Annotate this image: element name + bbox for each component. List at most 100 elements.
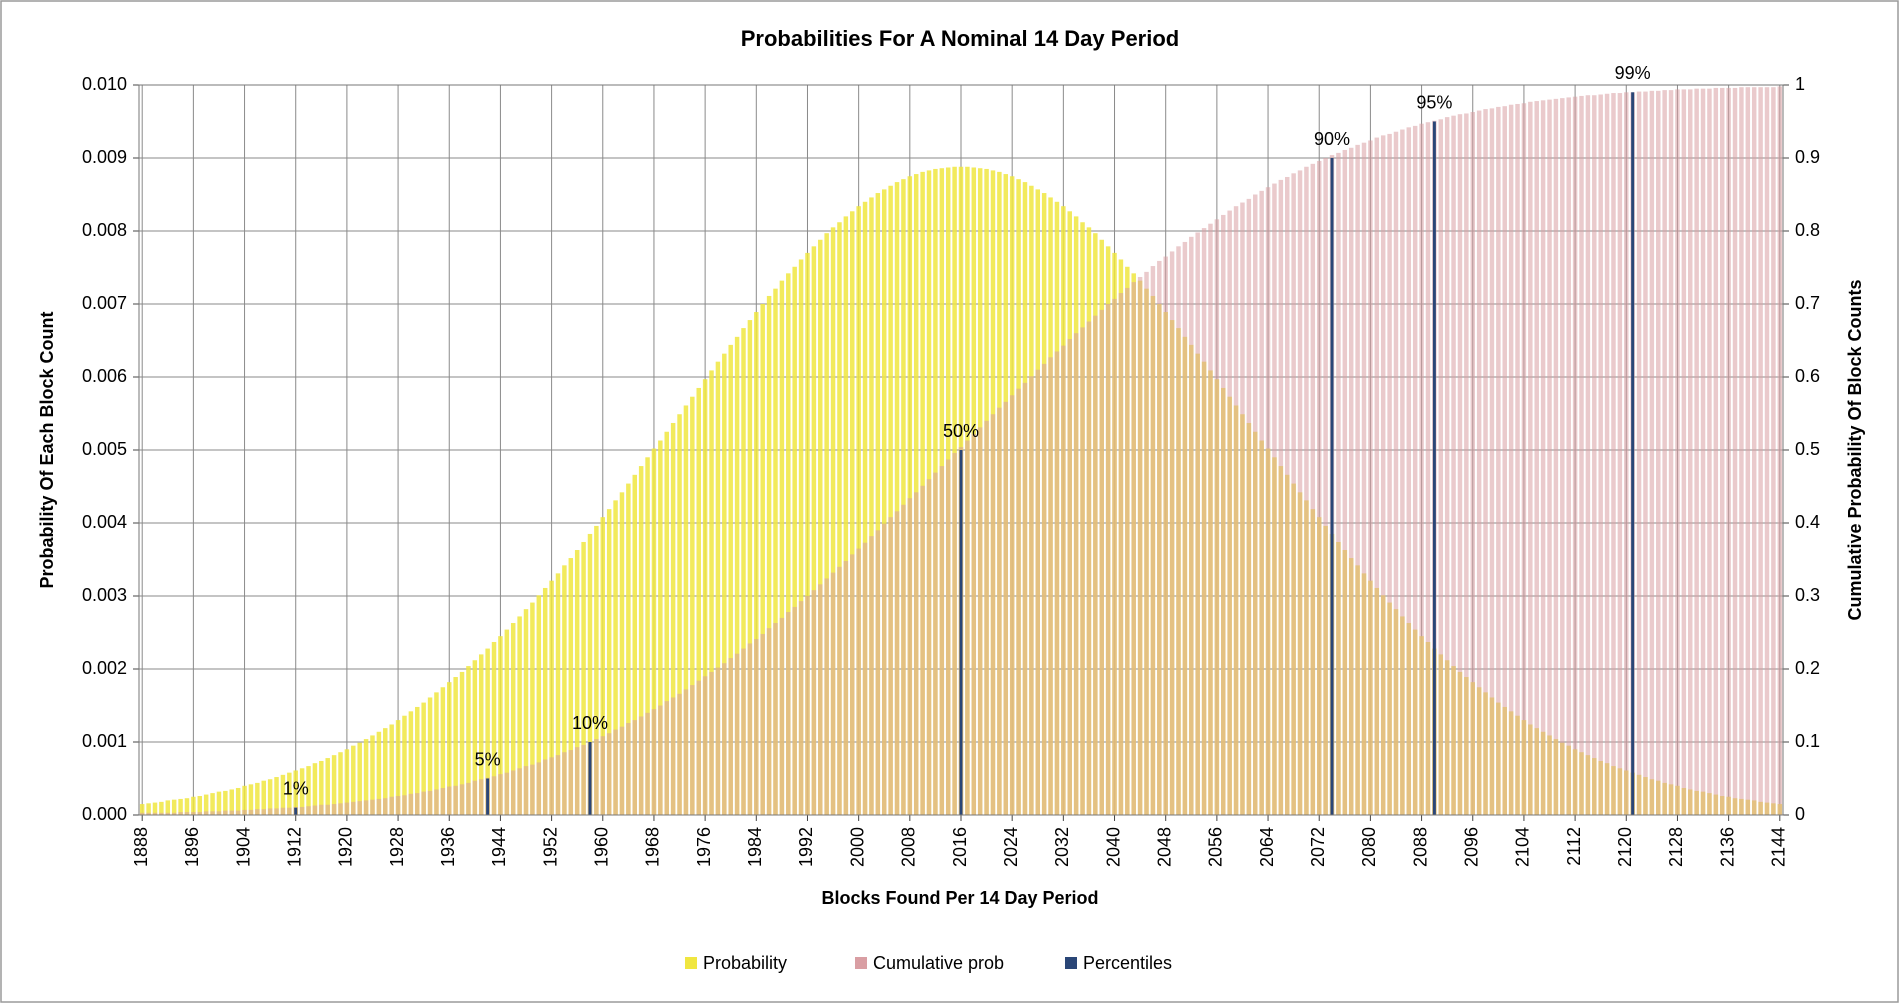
bar [248,809,254,815]
plot-border [138,84,1784,816]
bar [478,654,484,815]
bar [965,440,970,815]
data-label: 95% [1416,92,1452,112]
legend-label: Probability [703,953,787,973]
data-label: 1% [283,778,309,798]
bar [766,628,772,815]
bar [1201,228,1207,815]
bar [242,809,247,815]
bar [1182,241,1188,815]
bar [178,798,183,815]
axes: 0.000 0.001 0.002 0.003 0.004 0.005 0.006 0.007… [82,74,1820,867]
bar [664,431,669,815]
bar [338,803,343,815]
data-label: 5% [475,749,501,769]
legend-swatch [1065,957,1077,969]
bar [881,523,887,815]
bar [696,387,701,815]
bar [811,590,817,815]
bar [888,185,893,816]
bar [248,784,254,815]
bar [1412,125,1418,815]
y2-tick-label: 0.9 [1795,147,1820,167]
y-tick-label: 0.008 [82,220,127,240]
bar [280,807,286,815]
bar [139,812,145,815]
legend-label: Cumulative prob [873,953,1004,973]
bar [261,809,266,815]
x-tick-label: 1968 [643,827,663,867]
bar [696,680,701,815]
bar [1016,388,1021,815]
bar [402,795,407,815]
bar [760,304,765,815]
y-tick-label: 0.009 [82,147,127,167]
bar [619,726,625,815]
bar [824,233,829,815]
bar [1150,266,1156,815]
bar [1131,282,1136,816]
bar [165,800,171,815]
bar [702,379,708,815]
y-tick-label: 0.001 [82,731,127,751]
bar [299,768,305,815]
bar [1438,119,1444,815]
bar [1048,357,1053,815]
x-tick-label: 1984 [745,827,765,867]
bar [715,361,721,815]
bar [376,798,382,815]
bar [415,793,420,815]
bar [1419,123,1424,815]
bar [312,763,318,815]
bar [229,810,234,815]
bar [997,407,1002,815]
bar [344,749,350,815]
bar [1566,97,1571,815]
bar [293,770,298,815]
bar [319,760,324,815]
bar [869,536,874,815]
bar [779,280,785,815]
data-label: 90% [1314,129,1350,149]
x-tick-label: 1952 [540,827,560,867]
bar [798,601,804,815]
bar [798,259,804,816]
bar [472,660,478,815]
bar [913,492,919,815]
bar [274,808,279,815]
bar [626,483,631,815]
bar [1144,271,1149,815]
bar [440,687,446,815]
bar [850,211,855,816]
bar [747,320,753,815]
bar [606,733,612,815]
bar [645,712,650,815]
bar [1662,90,1667,816]
bar [197,812,203,815]
bar [1598,94,1603,816]
bar [453,785,458,815]
bar [1342,149,1348,816]
bar [715,667,721,815]
bar [1758,87,1763,815]
bar [894,182,900,816]
bar [677,693,682,815]
bar [670,422,676,815]
bar [203,794,209,815]
bar [171,799,177,815]
bar [741,648,746,815]
bar [344,802,350,815]
bar [741,328,746,815]
x-tick-label: 1936 [438,827,458,867]
bar [159,801,164,815]
bar [485,648,490,815]
bar [370,799,375,815]
x-tick-label: 2096 [1462,827,1482,867]
y-tick-label: 0.002 [82,658,127,678]
y-tick-label: 0.005 [82,439,127,459]
bar [658,440,663,815]
bar [555,755,561,815]
bar [191,796,196,815]
bar [408,793,414,815]
